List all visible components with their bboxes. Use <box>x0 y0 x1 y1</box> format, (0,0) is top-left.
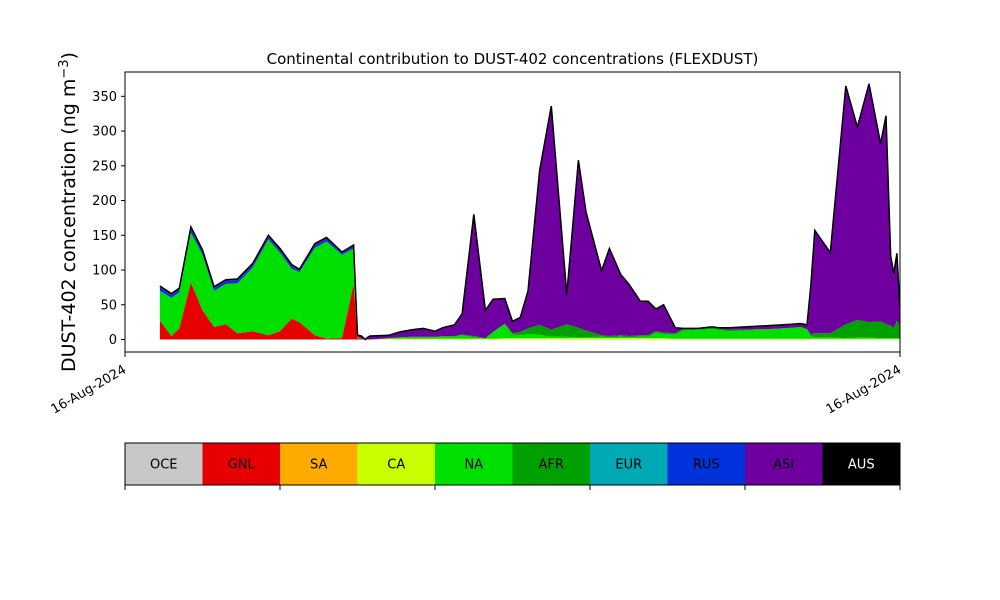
legend-swatch-rus <box>667 443 746 485</box>
area-na <box>159 232 900 340</box>
legend-swatch-aus <box>822 443 901 485</box>
legend-swatch-oce <box>125 443 203 485</box>
legend-label-sa: SA <box>310 458 327 473</box>
legend-label-oce: OCE <box>150 458 178 473</box>
legend-label-na: NA <box>464 458 483 473</box>
y-tick-label-150: 150 <box>92 229 117 244</box>
legend-colorbar: OCE GNL SA CA NA AFR EUR RUS ASI AUS <box>124 442 901 490</box>
stacked-area-layer <box>159 83 900 340</box>
y-axis-label-close: ) <box>58 52 80 59</box>
total-outline <box>159 83 900 341</box>
y-tick-label-250: 250 <box>92 159 117 174</box>
legend-label-aus: AUS <box>848 458 875 473</box>
y-axis: 0 50 100 150 200 250 300 350 <box>92 90 125 348</box>
x-axis: 16-Aug-2024 16-Aug-2024 <box>49 352 904 418</box>
chart-title: Continental contribution to DUST-402 con… <box>267 50 759 68</box>
legend-label-asi: ASI <box>773 458 794 473</box>
plot-frame <box>124 71 901 353</box>
legend-swatch-asi <box>745 443 823 485</box>
legend-swatch-gnl <box>202 443 281 485</box>
area-gnl <box>159 282 900 340</box>
y-tick-label-300: 300 <box>92 125 117 140</box>
y-tick-label-0: 0 <box>109 333 117 348</box>
legend-label-eur: EUR <box>615 458 642 473</box>
y-tick-label-100: 100 <box>92 264 117 279</box>
y-axis-label: DUST-402 concentration (ng m−3) <box>57 52 80 372</box>
y-axis-label-main: DUST-402 concentration (ng m <box>58 79 80 372</box>
legend-swatch-eur <box>590 443 668 485</box>
legend-label-rus: RUS <box>693 458 720 473</box>
x-tick-label-1: 16-Aug-2024 <box>824 362 904 417</box>
legend-swatch-afr <box>512 443 591 485</box>
legend-label-afr: AFR <box>539 458 564 473</box>
legend-swatch-ca <box>357 443 436 485</box>
y-axis-label-superscript: −3 <box>57 59 72 78</box>
area-asi <box>159 83 900 340</box>
legend-label-ca: CA <box>387 458 405 473</box>
y-tick-label-350: 350 <box>92 90 117 105</box>
legend-swatch-sa <box>280 443 358 485</box>
y-tick-label-200: 200 <box>92 194 117 209</box>
legend-swatch-na <box>435 443 513 485</box>
legend-label-gnl: GNL <box>228 458 256 473</box>
y-tick-label-50: 50 <box>100 298 117 313</box>
legend-frame <box>124 442 901 486</box>
